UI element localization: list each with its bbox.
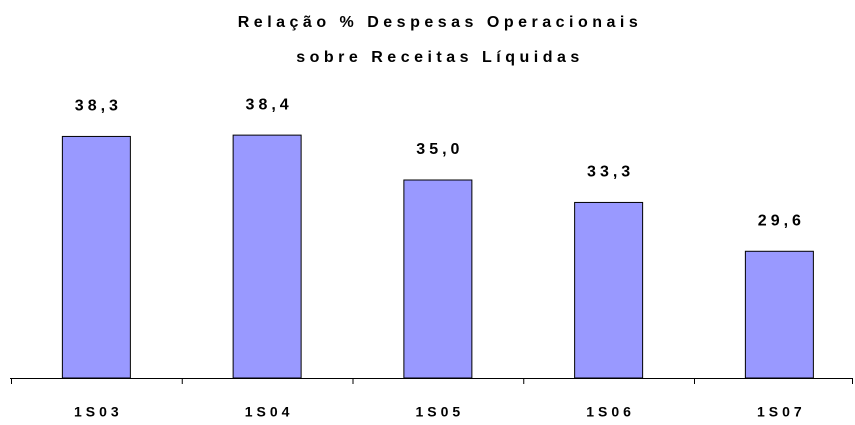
bar bbox=[61, 135, 131, 379]
x-tick-label: 1S05 bbox=[416, 404, 465, 420]
x-tick-label: 1S07 bbox=[757, 404, 806, 420]
value-label: 38,3 bbox=[75, 98, 122, 115]
bar bbox=[574, 201, 644, 379]
value-label: 38,4 bbox=[246, 96, 293, 113]
value-label: 29,6 bbox=[758, 212, 805, 229]
x-tick-label: 1S04 bbox=[245, 404, 294, 420]
x-tick-label: 1S06 bbox=[586, 404, 635, 420]
chart-title: Relação % Despesas Operacionais bbox=[238, 14, 643, 31]
bar bbox=[744, 250, 814, 379]
value-label: 33,3 bbox=[587, 164, 634, 181]
value-label: 35,0 bbox=[416, 141, 463, 158]
x-tick-label: 1S03 bbox=[74, 404, 123, 420]
bar bbox=[403, 179, 473, 379]
bar bbox=[232, 134, 302, 379]
chart-title: sobre Receitas Líquidas bbox=[296, 49, 584, 66]
